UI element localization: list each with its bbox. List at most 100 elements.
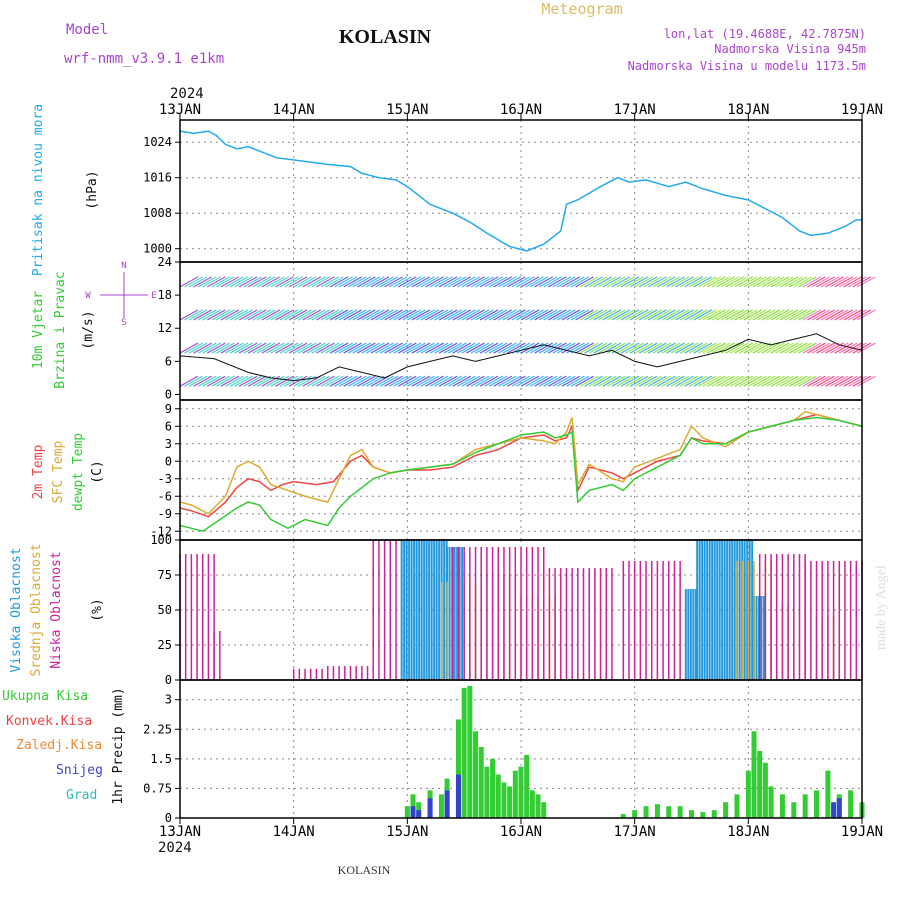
temp-title-3: dewpt Temp	[71, 433, 86, 511]
wind-barb	[266, 309, 285, 321]
wind-barb	[479, 309, 499, 321]
wind-barb	[307, 375, 326, 387]
credit-text: made by Angel	[874, 565, 889, 650]
wind-barb	[502, 309, 522, 321]
y-tick-label: 3	[165, 437, 172, 451]
wind-barb	[425, 309, 444, 321]
wind-barb	[470, 342, 490, 354]
wind-barb	[793, 342, 813, 354]
wind-barb	[384, 342, 403, 354]
wind-barb	[547, 375, 567, 387]
wind-barb	[443, 375, 462, 387]
wind-barb	[238, 309, 258, 321]
wind-barb	[788, 375, 808, 387]
wind-barb	[407, 342, 426, 354]
wind-barb	[329, 276, 349, 288]
wind-barb	[643, 375, 663, 387]
y-tick-label: 50	[158, 603, 172, 617]
wind-barb	[366, 309, 385, 321]
wind-barb	[561, 375, 581, 387]
precip-total-bar	[620, 814, 626, 818]
wind-barb	[179, 276, 199, 288]
wind-barb	[243, 342, 262, 354]
wind-unit: (m/s)	[81, 310, 96, 349]
wind-barb	[593, 342, 613, 354]
model-name: wrf-nmm_v3.9.1 e1km	[64, 51, 224, 67]
wind-barb	[193, 375, 212, 387]
wind-barb	[716, 309, 735, 321]
wind-barb	[457, 309, 476, 321]
wind-barb	[343, 342, 362, 354]
wind-barb	[607, 342, 626, 354]
x-tick-label-top: 15JAN	[386, 102, 428, 118]
wind-barb	[634, 342, 653, 354]
wind-barb	[770, 309, 790, 321]
wind-barb	[311, 276, 331, 288]
pressure-line	[179, 130, 862, 252]
wind-barb	[829, 375, 849, 387]
wind-barb	[516, 375, 535, 387]
wind-barb	[798, 375, 817, 387]
wind-barb	[766, 276, 785, 288]
wind-barb	[502, 342, 522, 354]
wind-barb	[757, 375, 776, 387]
y-tick-label: 1.5	[150, 752, 172, 766]
wind-barb	[284, 276, 303, 288]
wind-barb	[675, 375, 694, 387]
wind-barb	[261, 309, 281, 321]
wind-barb	[193, 309, 212, 321]
wind-barb	[184, 276, 203, 288]
wind-barb	[257, 342, 276, 354]
wind-barb	[793, 309, 813, 321]
wind-barb	[648, 276, 667, 288]
wind-barb	[238, 342, 258, 354]
wind-barb	[616, 375, 635, 387]
wind-barb	[438, 342, 458, 354]
wind-barb	[516, 309, 535, 321]
wind-barb	[547, 309, 567, 321]
x-tick-label-bottom: 13JAN	[159, 824, 201, 840]
wind-barb	[525, 375, 544, 387]
precip-snow-bar	[836, 798, 842, 818]
wind-barb	[657, 309, 676, 321]
wind-barb	[607, 375, 626, 387]
wind-barb	[393, 309, 412, 321]
precip-legend-snow: Snijeg	[56, 763, 103, 778]
wind-barb	[720, 276, 740, 288]
wind-barb	[625, 276, 644, 288]
wind-barb	[834, 342, 854, 354]
wind-barb	[629, 276, 649, 288]
wind-barb	[361, 342, 381, 354]
wind-barb	[725, 276, 744, 288]
wind-barb	[411, 375, 431, 387]
wind-barb	[648, 342, 667, 354]
wind-barb	[779, 276, 799, 288]
wind-barb	[661, 276, 681, 288]
wind-barb	[311, 375, 331, 387]
wind-barb	[620, 375, 640, 387]
precip-legend-total: Ukupna Kisa	[2, 689, 88, 704]
wind-barb	[470, 375, 490, 387]
wind-barb	[329, 309, 349, 321]
wind-barb	[257, 276, 276, 288]
wind-barb	[484, 309, 503, 321]
wind-barb	[738, 342, 758, 354]
wind-barb	[425, 342, 444, 354]
wind-barb	[188, 342, 208, 354]
wind-barb	[220, 375, 240, 387]
wind-barb	[502, 276, 522, 288]
wind-barb	[829, 309, 849, 321]
wind-barb	[411, 342, 431, 354]
wind-barb	[457, 342, 476, 354]
wind-barb	[561, 309, 581, 321]
wind-barb	[593, 309, 613, 321]
wind-barb	[670, 276, 690, 288]
wind-barb	[443, 309, 462, 321]
wind-barb	[525, 276, 544, 288]
precip-legend-frz: Zaledj.Kisa	[16, 738, 102, 753]
wind-barb	[206, 309, 226, 321]
precip-total-bar	[495, 774, 501, 818]
wind-barb	[720, 309, 740, 321]
wind-barb	[320, 276, 340, 288]
wind-barb	[416, 309, 435, 321]
